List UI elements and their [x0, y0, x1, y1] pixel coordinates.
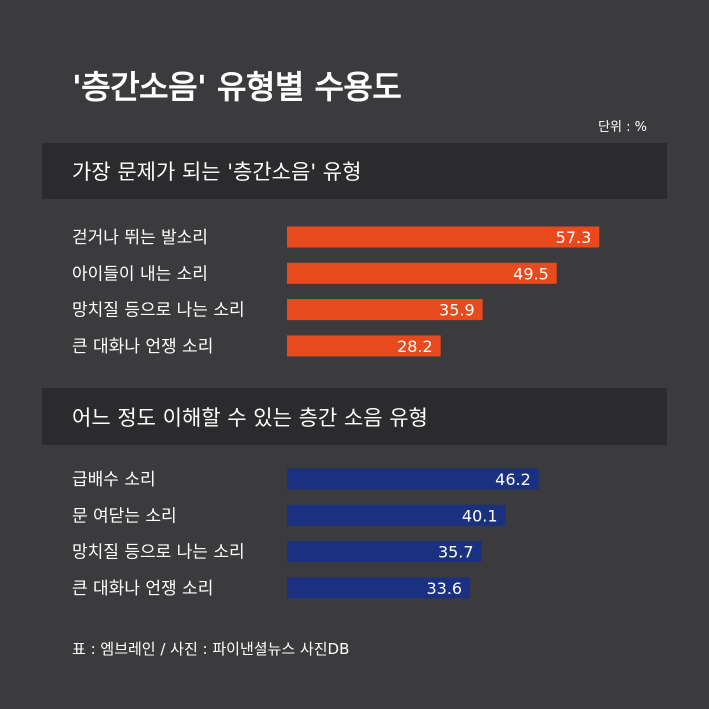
value-label: 49.5	[513, 264, 549, 283]
value-label: 35.9	[439, 301, 475, 320]
section-header-problem: 가장 문제가 되는 '층간소음' 유형	[42, 143, 667, 199]
bar	[287, 504, 506, 526]
bar	[287, 226, 600, 248]
category-label: 망치질 등으로 나는 소리	[72, 301, 245, 321]
unit-label: 단위 : %	[598, 120, 647, 135]
section-header-tolerable: 어느 정도 이해할 수 있는 층간 소음 유형	[42, 388, 667, 445]
category-label: 큰 대화나 언쟁 소리	[72, 337, 213, 357]
bar	[287, 541, 482, 563]
value-label: 35.7	[438, 543, 474, 562]
value-label: 40.1	[462, 506, 498, 525]
bar	[287, 299, 483, 321]
value-label: 33.6	[426, 579, 462, 598]
category-label: 걷거나 뛰는 발소리	[72, 228, 208, 248]
bar	[287, 577, 471, 599]
value-label: 57.3	[556, 228, 592, 247]
bar	[287, 335, 441, 357]
category-label: 아이들이 내는 소리	[72, 264, 208, 284]
category-label: 망치질 등으로 나는 소리	[72, 543, 245, 563]
source-credit: 표 : 엠브레인 / 사진 : 파이낸셜뉴스 사진DB	[72, 640, 350, 658]
value-label: 46.2	[495, 470, 531, 489]
chart-title: '층간소음' 유형별 수용도	[72, 68, 402, 106]
value-label: 28.2	[397, 337, 433, 356]
category-label: 급배수 소리	[72, 470, 156, 490]
bar	[287, 262, 557, 284]
category-label: 문 여닫는 소리	[72, 506, 177, 526]
bar	[287, 468, 539, 490]
category-label: 큰 대화나 언쟁 소리	[72, 579, 213, 599]
